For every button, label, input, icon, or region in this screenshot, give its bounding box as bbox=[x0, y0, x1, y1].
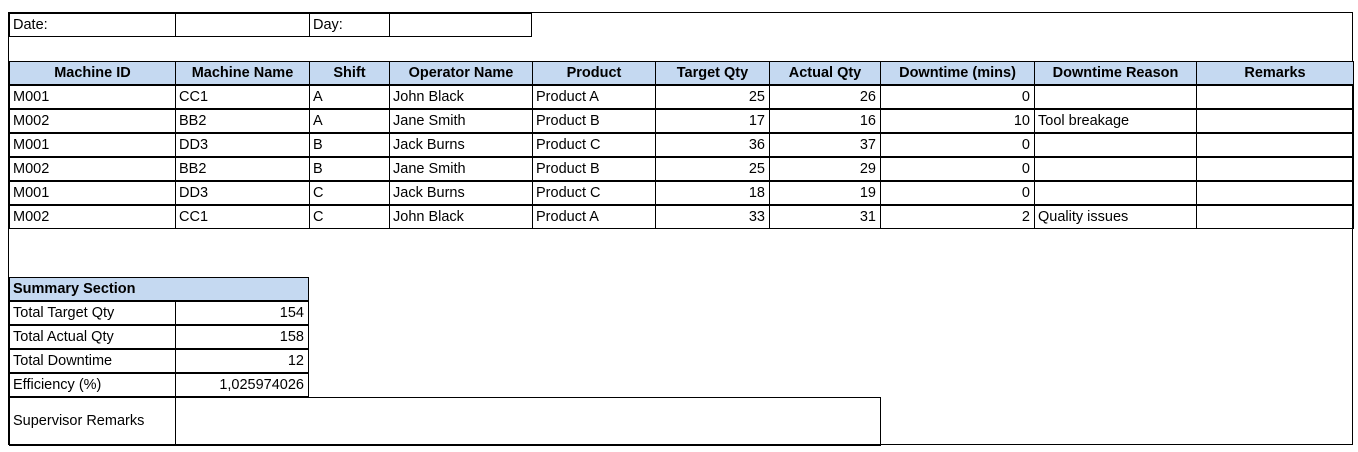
summary-label: Total Target Qty bbox=[9, 301, 176, 325]
table-cell-target-qty[interactable]: 36 bbox=[655, 133, 770, 157]
table-cell-downtime-reason[interactable]: Tool breakage bbox=[1034, 109, 1197, 133]
table-cell-machine-name[interactable]: DD3 bbox=[175, 181, 310, 205]
summary-value[interactable]: 12 bbox=[175, 349, 309, 373]
table-cell-shift[interactable]: A bbox=[309, 85, 390, 109]
table-cell-remarks[interactable] bbox=[1196, 205, 1354, 229]
table-cell-downtime-reason[interactable] bbox=[1034, 133, 1197, 157]
table-cell-downtime-mins[interactable]: 2 bbox=[880, 205, 1035, 229]
date-input-cell[interactable] bbox=[175, 13, 310, 37]
day-input-cell[interactable] bbox=[389, 13, 532, 37]
table-cell-product[interactable]: Product C bbox=[532, 133, 656, 157]
table-cell-actual-qty[interactable]: 37 bbox=[769, 133, 881, 157]
table-cell-downtime-reason[interactable] bbox=[1034, 181, 1197, 205]
column-header-downtime-reason: Downtime Reason bbox=[1034, 61, 1197, 85]
table-cell-shift[interactable]: B bbox=[309, 133, 390, 157]
column-header-actual-qty: Actual Qty bbox=[769, 61, 881, 85]
table-cell-product[interactable]: Product A bbox=[532, 85, 656, 109]
table-cell-downtime-mins[interactable]: 0 bbox=[880, 133, 1035, 157]
supervisor-remarks-label: Supervisor Remarks bbox=[9, 397, 176, 446]
table-cell-machine-id[interactable]: M002 bbox=[9, 109, 176, 133]
table-cell-shift[interactable]: C bbox=[309, 181, 390, 205]
table-cell-target-qty[interactable]: 17 bbox=[655, 109, 770, 133]
table-cell-machine-name[interactable]: CC1 bbox=[175, 205, 310, 229]
table-cell-actual-qty[interactable]: 29 bbox=[769, 157, 881, 181]
supervisor-remarks-input[interactable] bbox=[175, 397, 881, 446]
table-cell-remarks[interactable] bbox=[1196, 109, 1354, 133]
date-label: Date: bbox=[9, 13, 176, 37]
column-header-operator-name: Operator Name bbox=[389, 61, 533, 85]
table-cell-machine-name[interactable]: CC1 bbox=[175, 85, 310, 109]
table-cell-target-qty[interactable]: 25 bbox=[655, 85, 770, 109]
column-header-machine-name: Machine Name bbox=[175, 61, 310, 85]
table-cell-actual-qty[interactable]: 16 bbox=[769, 109, 881, 133]
table-cell-target-qty[interactable]: 25 bbox=[655, 157, 770, 181]
summary-label: Efficiency (%) bbox=[9, 373, 176, 397]
summary-value[interactable]: 1,025974026 bbox=[175, 373, 309, 397]
summary-label: Total Actual Qty bbox=[9, 325, 176, 349]
table-cell-actual-qty[interactable]: 31 bbox=[769, 205, 881, 229]
summary-label: Total Downtime bbox=[9, 349, 176, 373]
table-cell-target-qty[interactable]: 33 bbox=[655, 205, 770, 229]
table-cell-remarks[interactable] bbox=[1196, 133, 1354, 157]
table-cell-downtime-reason[interactable]: Quality issues bbox=[1034, 205, 1197, 229]
table-cell-machine-name[interactable]: BB2 bbox=[175, 157, 310, 181]
day-label: Day: bbox=[309, 13, 390, 37]
table-cell-shift[interactable]: C bbox=[309, 205, 390, 229]
table-cell-machine-id[interactable]: M002 bbox=[9, 157, 176, 181]
table-cell-machine-id[interactable]: M001 bbox=[9, 181, 176, 205]
table-cell-product[interactable]: Product B bbox=[532, 157, 656, 181]
table-cell-remarks[interactable] bbox=[1196, 85, 1354, 109]
table-cell-machine-name[interactable]: BB2 bbox=[175, 109, 310, 133]
summary-section-title: Summary Section bbox=[9, 277, 309, 301]
table-cell-shift[interactable]: B bbox=[309, 157, 390, 181]
table-cell-product[interactable]: Product A bbox=[532, 205, 656, 229]
table-cell-target-qty[interactable]: 18 bbox=[655, 181, 770, 205]
table-cell-machine-id[interactable]: M001 bbox=[9, 85, 176, 109]
table-cell-downtime-mins[interactable]: 0 bbox=[880, 157, 1035, 181]
table-cell-downtime-reason[interactable] bbox=[1034, 85, 1197, 109]
table-cell-operator-name[interactable]: John Black bbox=[389, 85, 533, 109]
table-cell-downtime-mins[interactable]: 0 bbox=[880, 181, 1035, 205]
table-cell-product[interactable]: Product C bbox=[532, 181, 656, 205]
column-header-machine-id: Machine ID bbox=[9, 61, 176, 85]
table-cell-product[interactable]: Product B bbox=[532, 109, 656, 133]
table-cell-operator-name[interactable]: Jack Burns bbox=[389, 133, 533, 157]
column-header-product: Product bbox=[532, 61, 656, 85]
table-cell-actual-qty[interactable]: 19 bbox=[769, 181, 881, 205]
summary-value[interactable]: 158 bbox=[175, 325, 309, 349]
column-header-shift: Shift bbox=[309, 61, 390, 85]
table-cell-machine-name[interactable]: DD3 bbox=[175, 133, 310, 157]
table-cell-downtime-mins[interactable]: 0 bbox=[880, 85, 1035, 109]
table-cell-machine-id[interactable]: M002 bbox=[9, 205, 176, 229]
table-cell-remarks[interactable] bbox=[1196, 181, 1354, 205]
table-cell-operator-name[interactable]: Jane Smith bbox=[389, 109, 533, 133]
column-header-remarks: Remarks bbox=[1196, 61, 1354, 85]
table-cell-remarks[interactable] bbox=[1196, 157, 1354, 181]
table-cell-operator-name[interactable]: Jane Smith bbox=[389, 157, 533, 181]
column-header-target-qty: Target Qty bbox=[655, 61, 770, 85]
table-cell-downtime-mins[interactable]: 10 bbox=[880, 109, 1035, 133]
table-cell-downtime-reason[interactable] bbox=[1034, 157, 1197, 181]
table-cell-operator-name[interactable]: Jack Burns bbox=[389, 181, 533, 205]
production-report-sheet: Date: Day: Machine ID Machine Name Shift Op… bbox=[8, 12, 1354, 446]
table-cell-machine-id[interactable]: M001 bbox=[9, 133, 176, 157]
table-cell-shift[interactable]: A bbox=[309, 109, 390, 133]
summary-value[interactable]: 154 bbox=[175, 301, 309, 325]
table-cell-operator-name[interactable]: John Black bbox=[389, 205, 533, 229]
table-cell-actual-qty[interactable]: 26 bbox=[769, 85, 881, 109]
column-header-downtime-mins: Downtime (mins) bbox=[880, 61, 1035, 85]
